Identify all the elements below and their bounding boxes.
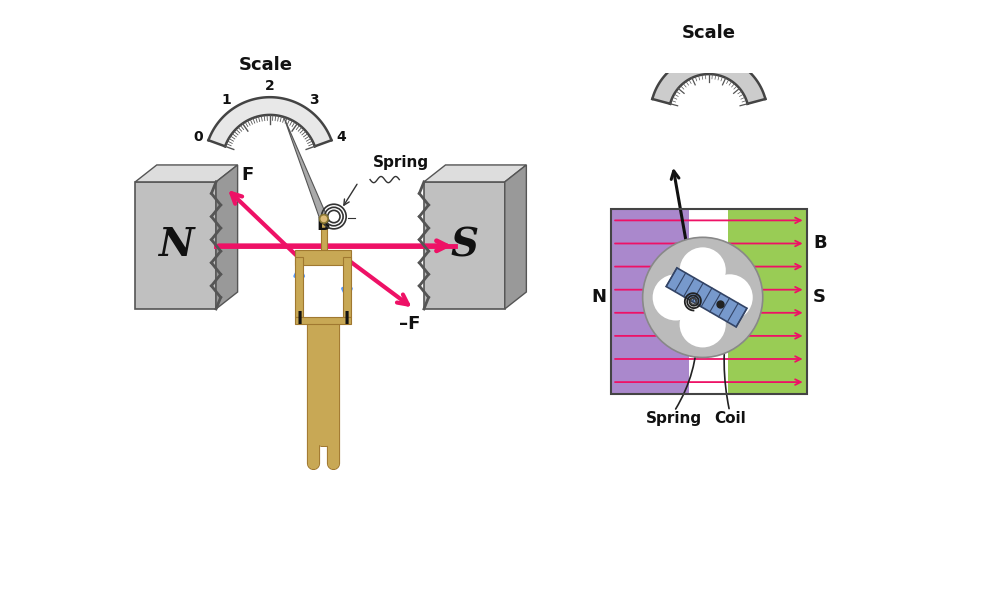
Bar bbox=[295, 316, 351, 324]
Text: S: S bbox=[450, 227, 478, 265]
Polygon shape bbox=[424, 182, 505, 309]
Circle shape bbox=[653, 274, 699, 321]
Bar bbox=[728, 209, 807, 393]
Text: 3: 3 bbox=[309, 93, 318, 107]
Polygon shape bbox=[652, 56, 765, 104]
Text: 4: 4 bbox=[337, 130, 346, 144]
Text: Scale: Scale bbox=[239, 56, 293, 74]
Text: N: N bbox=[592, 288, 607, 306]
Bar bbox=[321, 223, 327, 257]
Text: S: S bbox=[813, 288, 826, 306]
Circle shape bbox=[320, 214, 328, 223]
Bar bbox=[611, 209, 689, 393]
Text: 2: 2 bbox=[265, 79, 275, 93]
Text: Coil: Coil bbox=[714, 411, 746, 426]
Polygon shape bbox=[135, 182, 216, 309]
Text: N: N bbox=[158, 227, 193, 265]
Circle shape bbox=[680, 247, 726, 293]
Bar bbox=[689, 209, 728, 393]
Polygon shape bbox=[666, 268, 747, 327]
Text: 1: 1 bbox=[221, 93, 231, 107]
Text: B: B bbox=[316, 216, 330, 234]
Text: –F: –F bbox=[399, 315, 421, 333]
Polygon shape bbox=[284, 117, 327, 220]
Polygon shape bbox=[135, 165, 238, 182]
Polygon shape bbox=[216, 165, 238, 309]
Polygon shape bbox=[424, 165, 526, 182]
Text: Spring: Spring bbox=[646, 411, 702, 426]
Text: Spring: Spring bbox=[373, 155, 429, 170]
Circle shape bbox=[643, 237, 763, 357]
Circle shape bbox=[680, 301, 726, 348]
Polygon shape bbox=[505, 165, 526, 309]
Text: F: F bbox=[241, 166, 254, 184]
Text: I: I bbox=[296, 310, 302, 327]
Text: I: I bbox=[344, 310, 350, 327]
Text: 0: 0 bbox=[194, 130, 203, 144]
Bar bbox=[611, 209, 807, 393]
Circle shape bbox=[707, 274, 753, 321]
Text: Scale: Scale bbox=[682, 24, 736, 42]
Text: B: B bbox=[813, 235, 827, 252]
Bar bbox=[295, 257, 303, 316]
Polygon shape bbox=[208, 97, 331, 146]
Bar bbox=[343, 257, 351, 316]
Bar bbox=[295, 250, 351, 265]
